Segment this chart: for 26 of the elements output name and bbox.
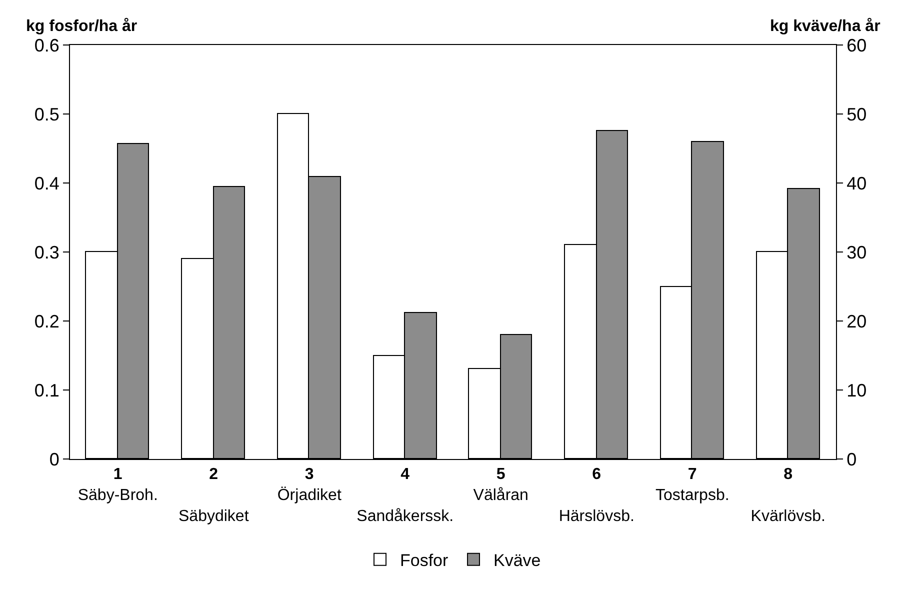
x-tick-label: 7 Tostarpsb. <box>655 466 730 504</box>
y-tick-label: 0.2 <box>34 311 60 332</box>
legend-label: Kväve <box>494 550 541 570</box>
y2-tick-label: 20 <box>846 311 867 332</box>
x-tick-label: 5 Välåran <box>473 466 528 504</box>
y2-tick-label: 10 <box>846 380 867 400</box>
y2-tick-label: 60 <box>846 35 867 56</box>
y2-tick-label: 50 <box>846 104 867 124</box>
y-tick-label: 0.4 <box>34 173 60 194</box>
x-tick-label: 3 Örjadiket <box>277 466 342 504</box>
y-tick-label: 0.5 <box>34 104 60 124</box>
x-tick-label: 1 Säby-Broh. <box>78 466 158 504</box>
y-tick-label: 0 <box>49 449 60 470</box>
category-label: 6 Härslövsb. <box>558 466 634 525</box>
category-label: 2 Säbydiket <box>178 466 249 525</box>
category-label: 8 Kvärlövsb. <box>750 466 826 525</box>
y2-tick-label: 30 <box>846 242 867 262</box>
y-axis-title: kg fosfor/ha år <box>26 17 138 35</box>
category-label: 4 Sandåkerssk. <box>356 466 454 525</box>
y2-axis-title: kg kväve/ha år <box>770 17 880 35</box>
y-tick-label: 0.3 <box>34 242 60 262</box>
y2-tick-label: 0 <box>846 449 857 470</box>
y-tick-label: 0.6 <box>34 35 60 56</box>
y-tick-label: 0.1 <box>34 380 60 400</box>
legend-label: Fosfor <box>400 550 449 570</box>
y2-tick-label: 40 <box>846 173 867 194</box>
